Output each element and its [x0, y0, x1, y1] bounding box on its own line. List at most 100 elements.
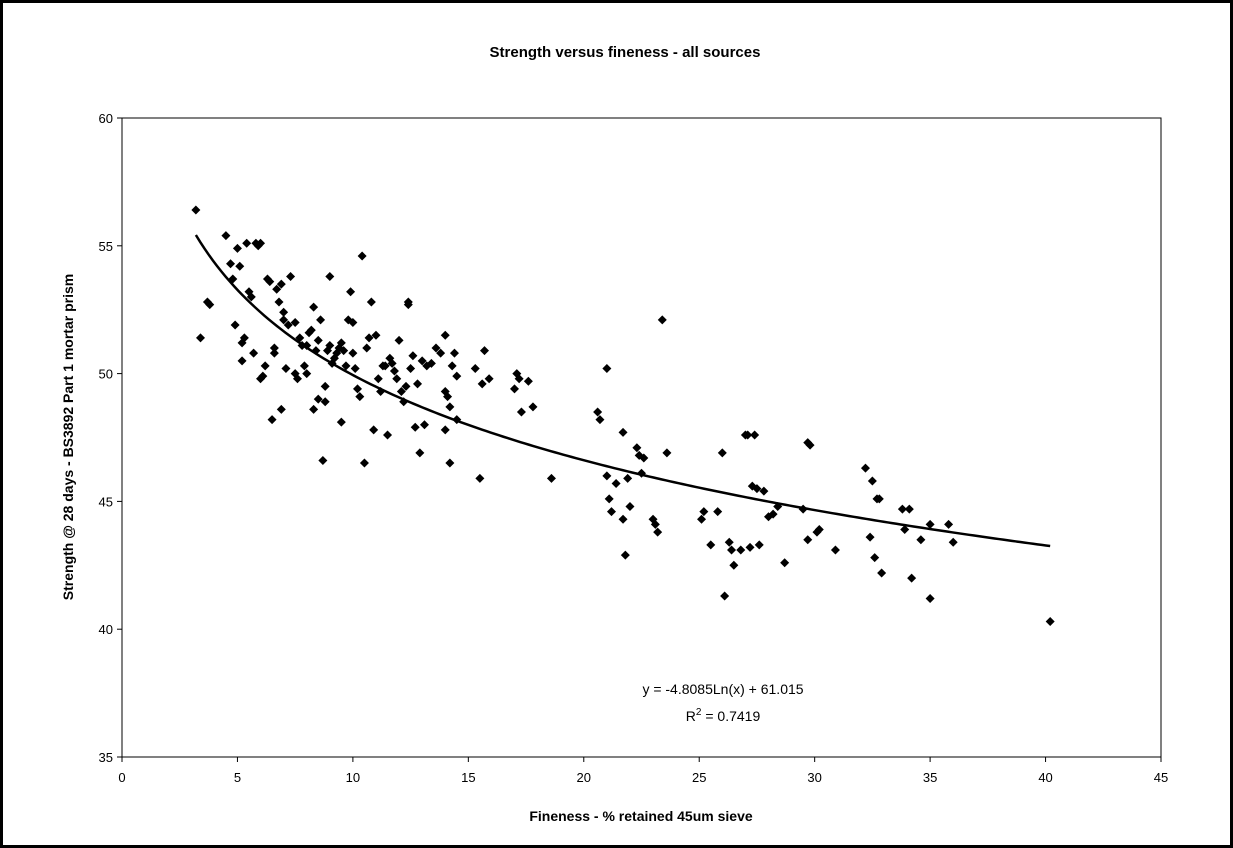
data-point [724, 537, 734, 547]
x-tick-label: 35 [923, 770, 937, 785]
r-squared-prefix: R [686, 708, 696, 724]
plot-area [121, 117, 1162, 758]
data-point [510, 384, 520, 394]
data-point [392, 374, 402, 384]
data-point [445, 458, 455, 468]
data-point [925, 594, 935, 604]
y-axis-title: Strength @ 28 days - BS3892 Part 1 morta… [60, 274, 76, 600]
y-axis: 35 40 45 50 55 60 [99, 111, 122, 765]
x-tick-label: 10 [346, 770, 360, 785]
data-point [440, 330, 450, 340]
data-point [279, 307, 289, 317]
y-tick-label: 60 [99, 111, 113, 126]
data-point [364, 333, 374, 343]
data-point [387, 358, 397, 368]
y-tick-label: 55 [99, 239, 113, 254]
data-point [265, 277, 275, 287]
data-point [814, 525, 824, 535]
data-point [336, 338, 346, 348]
data-point [470, 363, 480, 373]
data-point [805, 440, 815, 450]
data-point [239, 333, 249, 343]
data-point [484, 374, 494, 384]
data-point [302, 340, 312, 350]
data-point [320, 397, 330, 407]
data-point [713, 507, 723, 517]
data-point [447, 361, 457, 371]
data-point [637, 468, 646, 478]
data-point [528, 402, 538, 412]
data-point [754, 540, 764, 550]
data-point [604, 494, 614, 504]
data-point [743, 430, 753, 440]
data-point [736, 545, 746, 555]
data-point [877, 568, 887, 578]
data-point [235, 261, 245, 271]
data-point [618, 427, 628, 437]
data-point [632, 443, 642, 453]
data-point [860, 463, 870, 473]
data-point [396, 386, 406, 396]
data-point [297, 340, 307, 350]
data-point [274, 297, 284, 307]
data-point [299, 361, 309, 371]
data-point [593, 407, 603, 417]
data-point [394, 335, 404, 345]
data-point [452, 371, 462, 381]
data-point [443, 392, 453, 402]
x-tick-label: 0 [118, 770, 125, 785]
data-point [729, 560, 739, 570]
data-point [699, 507, 709, 517]
x-tick-label: 30 [807, 770, 821, 785]
data-point [371, 330, 381, 340]
data-point [336, 417, 346, 427]
data-point [325, 340, 335, 350]
data-point [745, 542, 755, 552]
r-squared-value: = 0.7419 [701, 708, 760, 724]
data-point [768, 509, 778, 519]
data-point [803, 535, 813, 545]
data-point [516, 407, 526, 417]
data-point [653, 527, 663, 537]
data-point [752, 484, 762, 494]
data-point [348, 317, 358, 327]
r-squared-label: R2 = 0.7419 [686, 707, 761, 724]
data-point [276, 404, 286, 414]
data-point [348, 348, 358, 358]
data-point [948, 537, 958, 547]
data-point [389, 366, 399, 376]
data-point [697, 514, 707, 524]
trendline [194, 234, 1051, 548]
x-tick-label: 5 [234, 770, 241, 785]
data-point [403, 297, 413, 307]
data-point [720, 591, 730, 601]
x-tick-label: 20 [577, 770, 591, 785]
data-point [1045, 617, 1055, 627]
data-point [759, 486, 769, 496]
data-point [944, 519, 954, 529]
data-point [452, 415, 462, 425]
data-point [369, 425, 379, 435]
data-point [346, 287, 356, 297]
data-point [260, 361, 270, 371]
data-point [246, 292, 256, 302]
data-point [253, 241, 263, 251]
data-point [479, 346, 489, 356]
data-point [256, 238, 266, 248]
trendline-equation: y = -4.8085Ln(x) + 61.015 [642, 681, 803, 697]
chart-title: Strength versus fineness - all sources [490, 44, 761, 61]
data-point [436, 348, 446, 358]
data-point [426, 358, 436, 368]
data-point [830, 545, 840, 555]
data-point [417, 356, 427, 366]
data-point [191, 205, 201, 215]
data-point [362, 343, 372, 353]
data-point [867, 476, 877, 486]
data-point [602, 363, 612, 373]
data-point [419, 420, 429, 430]
data-point [339, 346, 349, 356]
data-point [292, 374, 302, 384]
data-point [313, 394, 323, 404]
data-point [309, 404, 319, 414]
r-squared-superscript: 2 [696, 707, 702, 718]
